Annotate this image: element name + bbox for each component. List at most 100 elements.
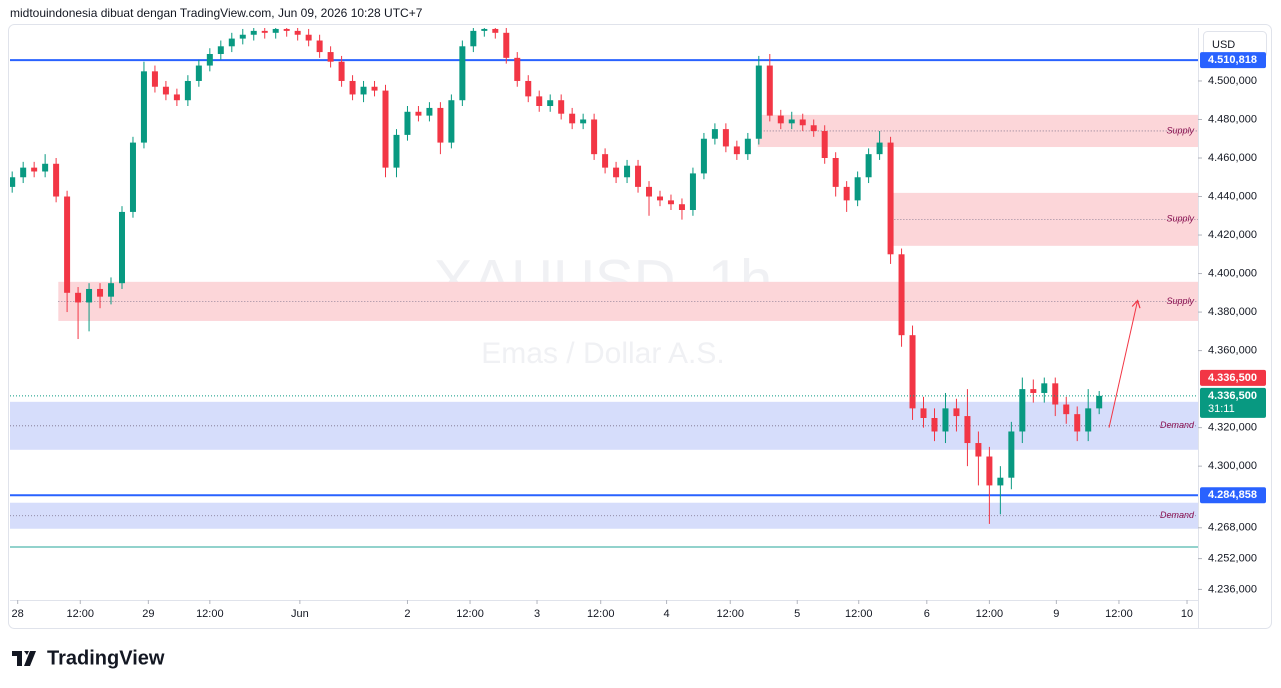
candle-body: [261, 30, 268, 33]
candle-body: [931, 418, 938, 432]
candle-body: [20, 167, 27, 178]
candle-body: [1052, 383, 1059, 405]
candle-body: [613, 167, 620, 178]
candle-body: [711, 129, 718, 139]
countdown: 31:11: [1208, 403, 1235, 415]
zone: [58, 281, 1198, 321]
candle-body: [964, 416, 971, 444]
y-tick-label: 4.268,000: [1208, 522, 1257, 534]
candle-body: [404, 111, 411, 135]
candle-body: [162, 86, 169, 95]
candle-body: [64, 196, 71, 293]
x-tick-label: 4: [664, 608, 670, 620]
candle-body: [140, 71, 147, 143]
candle-body: [349, 80, 356, 95]
chart-frame: [8, 24, 1272, 629]
candle-body: [942, 408, 949, 432]
candle-body: [42, 163, 49, 172]
x-tick-label: 3: [534, 608, 540, 620]
y-tick-label: 4.500,000: [1208, 75, 1257, 87]
x-tick-label: 29: [142, 608, 154, 620]
zone-label: Supply: [1166, 296, 1194, 306]
candle-body: [624, 165, 631, 178]
candle-body: [635, 165, 642, 187]
zone-label: Supply: [1166, 125, 1194, 135]
candle-body: [470, 30, 477, 47]
candle-body: [10, 177, 16, 187]
candle-body: [602, 154, 609, 168]
candle-body: [481, 28, 488, 31]
candle-body: [580, 119, 587, 124]
currency: USD: [1212, 39, 1235, 51]
x-tick-label: 12:00: [67, 608, 95, 620]
candle-body: [316, 40, 323, 53]
x-tick-label: 12:00: [1105, 608, 1133, 620]
candle-body: [327, 52, 334, 62]
x-tick-label: 12:00: [845, 608, 873, 620]
y-tick-label: 4.420,000: [1208, 229, 1257, 241]
candle-body: [1041, 383, 1048, 393]
candle-body: [876, 142, 883, 155]
x-tick-label: 10: [1181, 608, 1193, 620]
x-tick-label: 12:00: [717, 608, 745, 620]
candle-body: [558, 100, 565, 114]
y-tick-label: 4.400,000: [1208, 267, 1257, 279]
level-label-box: [1200, 52, 1266, 69]
candle-body: [283, 28, 290, 31]
arrow: [1108, 299, 1141, 428]
candle-body: [646, 186, 653, 197]
y-tick-label: 4.480,000: [1208, 113, 1257, 125]
candle-body: [1063, 404, 1070, 415]
candle-body: [865, 154, 872, 178]
candle-body: [217, 46, 224, 54]
candle-body: [887, 142, 894, 255]
candle-body: [228, 38, 235, 47]
candle-body: [821, 131, 828, 158]
level-label-box: [1200, 487, 1266, 504]
candle-body: [920, 408, 927, 418]
candle-body: [700, 138, 707, 174]
candle-body: [788, 119, 795, 124]
candle-body: [459, 46, 466, 101]
current-price-label: 4.336,500: [1208, 390, 1257, 402]
candle-body: [184, 80, 191, 101]
y-tick-label: 4.320,000: [1208, 422, 1257, 434]
candle-body: [810, 125, 817, 132]
x-tick-label: Jun: [291, 608, 309, 620]
candle-body: [986, 456, 993, 486]
candle-body: [1085, 408, 1092, 432]
x-tick-label: 2: [404, 608, 410, 620]
candle-body: [744, 138, 751, 155]
candle-body: [953, 408, 960, 417]
x-tick-label: 28: [12, 608, 24, 620]
candle-body: [129, 142, 136, 212]
y-tick-label: 4.300,000: [1208, 460, 1257, 472]
candle-body: [195, 65, 202, 81]
candle-body: [843, 186, 850, 201]
candle-body: [118, 211, 125, 284]
candle-body: [733, 146, 740, 155]
x-tick-label: 12:00: [976, 608, 1004, 620]
y-tick-label: 4.360,000: [1208, 344, 1257, 356]
candle-body: [777, 115, 784, 124]
zone-label: Demand: [1160, 420, 1195, 430]
header: midtouindonesia dibuat dengan TradingVie…: [10, 6, 423, 20]
x-tick-label: 6: [924, 608, 930, 620]
candle-body: [448, 100, 455, 143]
candle-body: [272, 28, 279, 33]
candle-body: [294, 30, 301, 35]
y-tick-label: 4.440,000: [1208, 190, 1257, 202]
candle-body: [1030, 389, 1037, 393]
brand-logo: [12, 651, 36, 666]
candle-body: [909, 335, 916, 409]
watermark-subtitle: Emas / Dollar A.S.: [481, 337, 724, 370]
level-label: 4.284,858: [1208, 489, 1257, 501]
candle-body: [1074, 414, 1081, 432]
candle-body: [722, 129, 729, 147]
candle-body: [239, 34, 246, 39]
x-tick-label: 9: [1053, 608, 1059, 620]
x-tick-label: 12:00: [196, 608, 224, 620]
y-tick-label: 4.460,000: [1208, 152, 1257, 164]
last-price-label: 4.336,500: [1208, 372, 1257, 384]
